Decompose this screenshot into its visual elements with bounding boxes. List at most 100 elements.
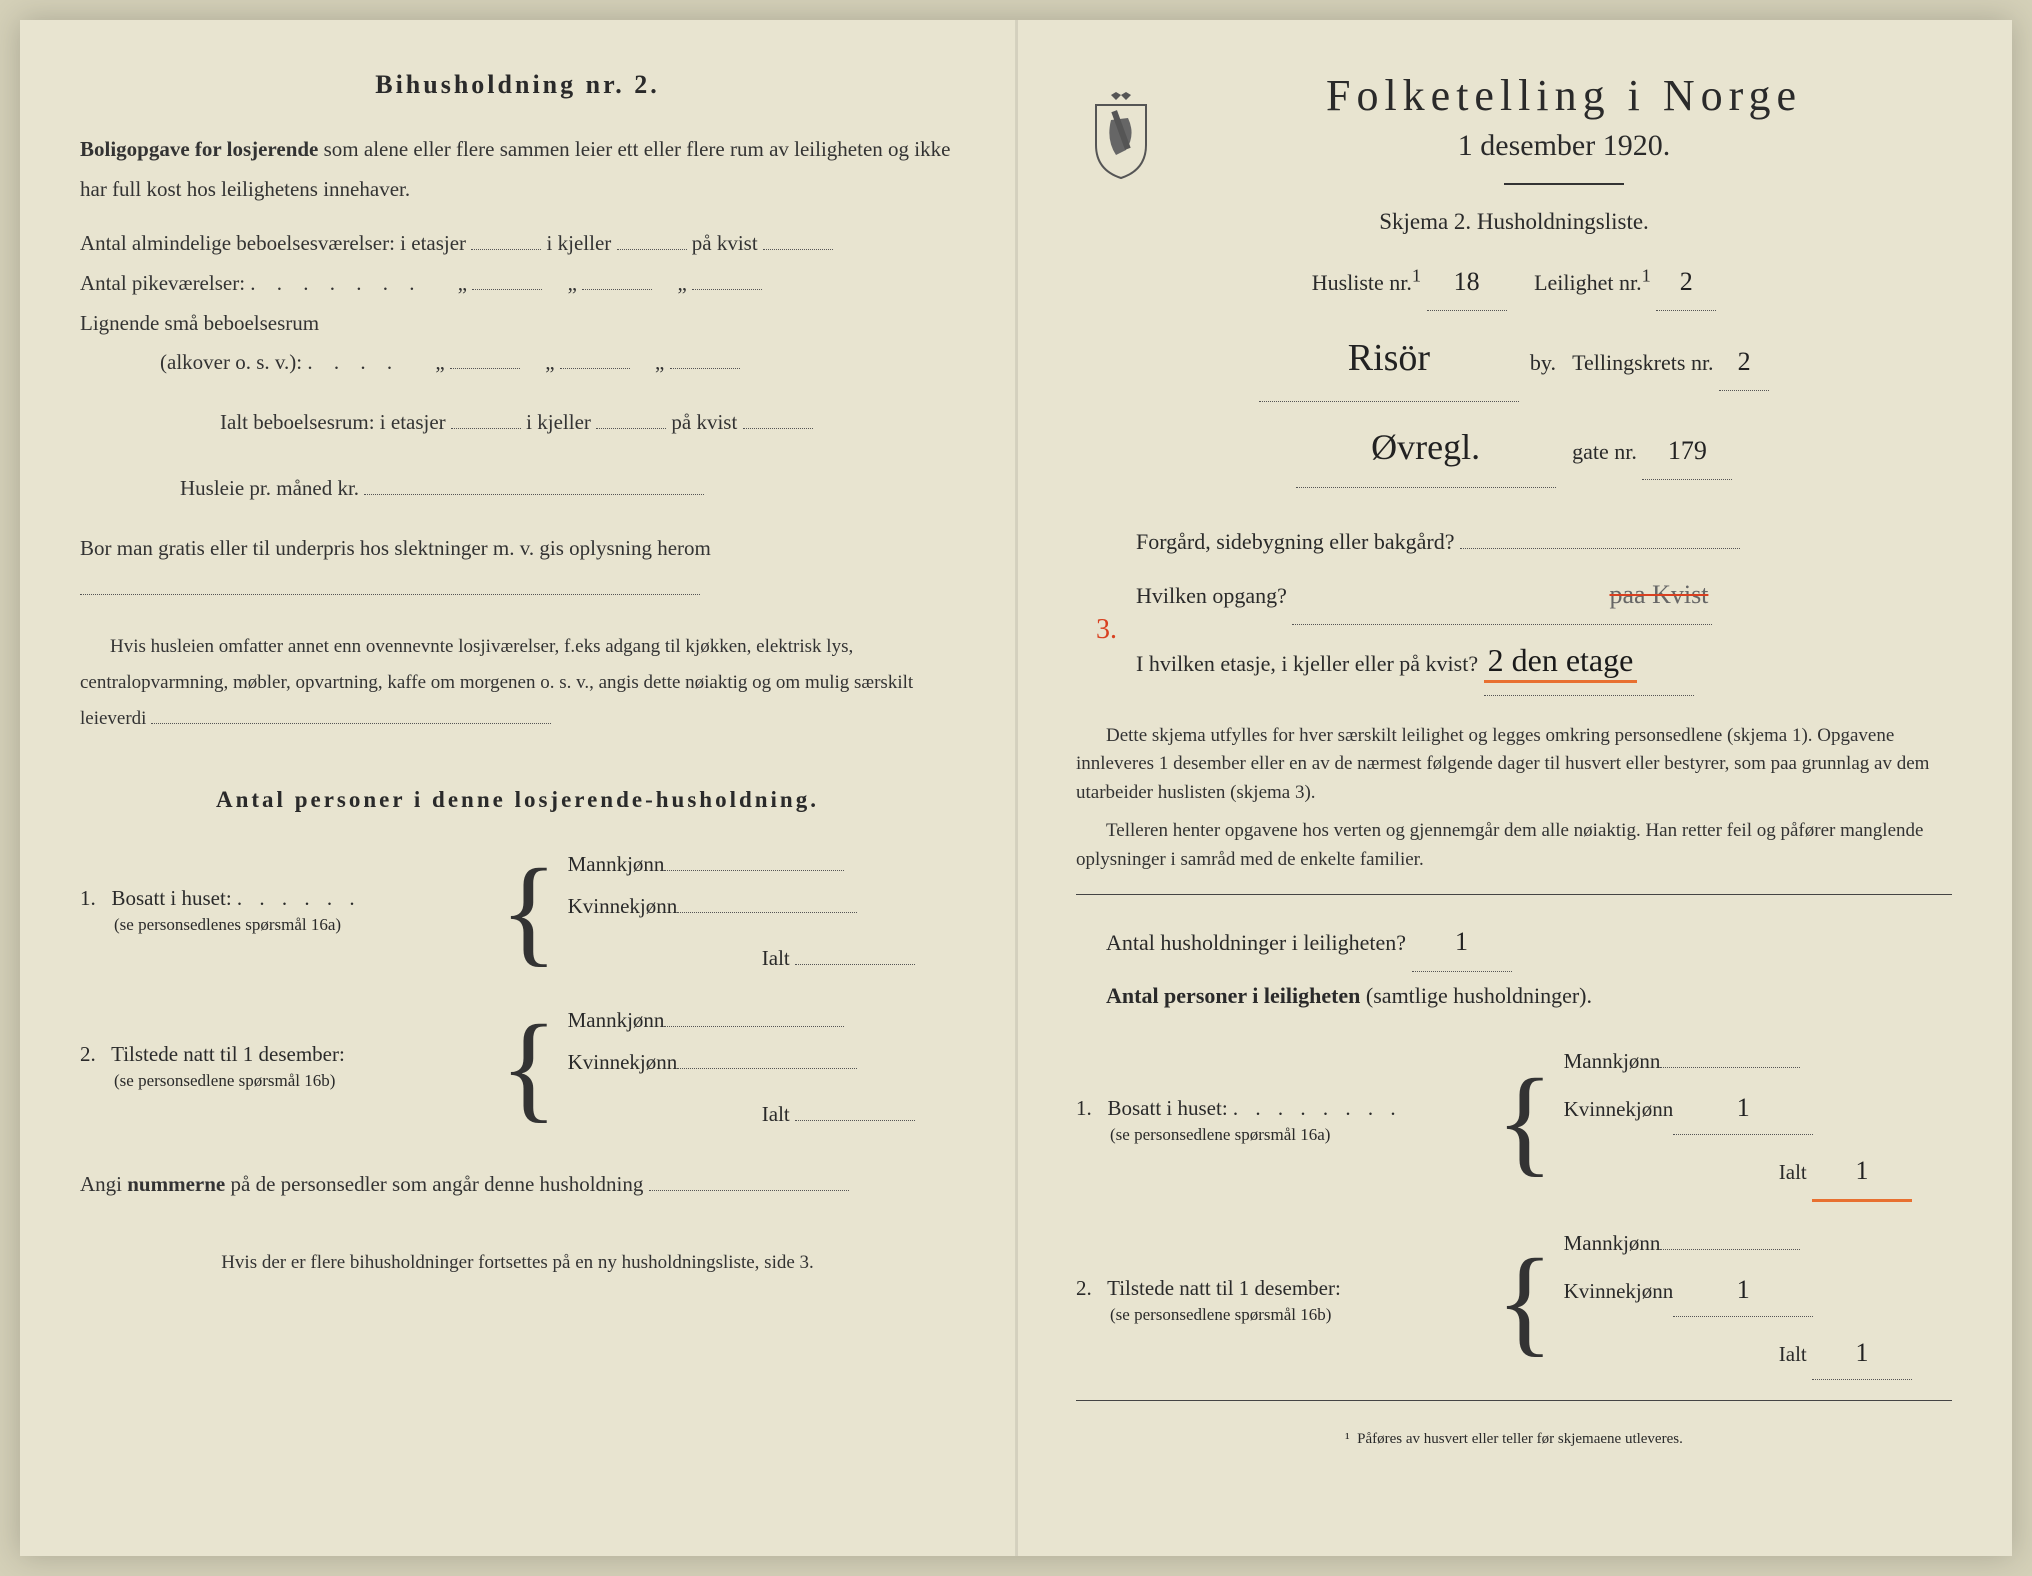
by-label: by. <box>1530 350 1556 375</box>
total-field-3 <box>743 428 813 429</box>
numbers-line: Angi nummerne på de personsedler som ang… <box>80 1165 955 1205</box>
r-item2-sub: (se personsedlene spørsmål 16b) <box>1110 1305 1331 1324</box>
count-1-label: 1. Bosatt i huset: . . . . . . (se perso… <box>80 886 500 936</box>
intro-bold: Boligopgave for losjerende <box>80 137 318 161</box>
antal-hush-value: 1 <box>1412 913 1512 971</box>
male-1: Mannkjønn <box>568 852 665 876</box>
ditto-6: „ <box>655 350 664 374</box>
q1-label: Forgård, sidebygning eller bakgård? <box>1136 529 1455 554</box>
census-document: Bihusholdning nr. 2. Boligopgave for los… <box>20 20 2012 1556</box>
husliste-line: Husliste nr.1 18 Leilighet nr.1 2 <box>1076 253 1952 311</box>
gate-line: Øvregl. gate nr. 179 <box>1076 408 1952 488</box>
r-male-1-field <box>1660 1067 1800 1068</box>
ditto-2: „ <box>568 271 577 295</box>
r-male-2-field <box>1660 1249 1800 1250</box>
count-title: Antal personer i denne losjerende-hushol… <box>80 787 955 813</box>
maid-field-2 <box>582 289 652 290</box>
dots: . . . . . . . <box>250 271 422 295</box>
rent-line: Husleie pr. måned kr. <box>180 469 955 509</box>
krets-label: Tellingskrets nr. <box>1572 350 1713 375</box>
r-count-2-label: 2. Tilstede natt til 1 desember: (se per… <box>1076 1276 1496 1326</box>
female-1-field <box>677 912 857 913</box>
husliste-value: 18 <box>1427 253 1507 311</box>
rooms-label-a: Antal almindelige beboelsesværelser: i e… <box>80 231 466 255</box>
rooms-label-c: på kvist <box>692 231 758 255</box>
gate-value: Øvregl. <box>1296 408 1556 488</box>
count-2-label: 2. Tilstede natt til 1 desember: (se per… <box>80 1042 500 1092</box>
total-2-field <box>795 1120 915 1121</box>
q2-value: paa Kvist <box>1605 580 1712 609</box>
male-2: Mannkjønn <box>568 1008 665 1032</box>
r-total-2-field: 1 <box>1812 1327 1912 1380</box>
r-count-1-fields: Mannkjønn Kvinnekjønn1 Ialt 1 <box>1554 1040 1952 1202</box>
by-line: Risör by. Tellingskrets nr. 2 <box>1076 317 1952 402</box>
similar-field-2 <box>560 368 630 369</box>
total-1-field <box>795 964 915 965</box>
female-2-field <box>677 1068 857 1069</box>
maid-line: Antal pikeværelser: . . . . . . . „ „ „ <box>80 264 955 304</box>
gate-num: 179 <box>1642 422 1732 480</box>
main-title: Folketelling i Norge <box>1176 70 1952 121</box>
free-line: Bor man gratis eller til underpris hos s… <box>80 529 955 609</box>
free-label: Bor man gratis eller til underpris hos s… <box>80 536 711 560</box>
husliste-label: Husliste nr. <box>1312 270 1412 295</box>
left-count-2: 2. Tilstede natt til 1 desember: (se per… <box>80 999 955 1135</box>
r-male-2: Mannkjønn <box>1564 1231 1661 1255</box>
r-total-1-field: 1 <box>1812 1145 1912 1202</box>
r-brace-1: { <box>1496 1085 1554 1157</box>
r-female-2-field: 1 <box>1673 1264 1813 1317</box>
ditto-1: „ <box>458 271 467 295</box>
rooms-field-3 <box>763 249 833 250</box>
similar-line-1: Lignende små beboelsesrum <box>80 304 955 344</box>
note-paragraph: Hvis husleien omfatter annet enn ovennev… <box>80 629 955 737</box>
coat-of-arms-icon <box>1086 90 1156 180</box>
ditto-4: „ <box>435 350 444 374</box>
rooms-field-1 <box>471 249 541 250</box>
total-label-a: Ialt beboelsesrum: i etasjer <box>220 410 446 434</box>
right-count-2: 2. Tilstede natt til 1 desember: (se per… <box>1076 1222 1952 1380</box>
item1-sub: (se personsedlenes spørsmål 16a) <box>114 915 341 934</box>
red-3-mark: 3. <box>1096 614 1117 646</box>
count-1-fields: Mannkjønn Kvinnekjønn Ialt <box>558 843 955 979</box>
antal-pers-label: Antal personer i leiligheten <box>1106 983 1360 1008</box>
antal-hush-label: Antal husholdninger i leiligheten? <box>1106 930 1406 955</box>
q3-line: I hvilken etasje, i kjeller eller på kvi… <box>1136 625 1952 696</box>
title-rule <box>1504 183 1624 185</box>
item2-sub: (se personsedlene spørsmål 16b) <box>114 1071 335 1090</box>
antal-hush-line: Antal husholdninger i leiligheten? 1 <box>1106 913 1952 971</box>
leilighet-value: 2 <box>1656 253 1716 311</box>
total-1: Ialt <box>762 946 790 970</box>
q3-label: I hvilken etasje, i kjeller eller på kvi… <box>1136 651 1478 676</box>
item1-label: Bosatt i huset: <box>112 886 232 910</box>
left-footer: Hvis der er flere bihusholdninger fortse… <box>80 1245 955 1281</box>
intro-paragraph: Boligopgave for losjerende som alene ell… <box>80 130 955 210</box>
rooms-field-2 <box>617 249 687 250</box>
r-brace-2: { <box>1496 1265 1554 1337</box>
male-1-field <box>664 870 844 871</box>
brace-2: { <box>500 1031 558 1103</box>
footnote-mark: ¹ <box>1345 1431 1350 1447</box>
r-total-1: Ialt <box>1779 1160 1807 1184</box>
q1-line: Forgård, sidebygning eller bakgård? <box>1136 518 1952 566</box>
q2-label: Hvilken opgang? <box>1136 583 1287 608</box>
item2-num: 2. <box>80 1042 96 1066</box>
rooms-line: Antal almindelige beboelsesværelser: i e… <box>80 224 955 264</box>
r-female-1: Kvinnekjønn <box>1564 1097 1674 1121</box>
note-field <box>151 723 551 724</box>
q2-field: paa Kvist <box>1292 566 1712 624</box>
q2-line: Hvilken opgang? paa Kvist <box>1136 566 1952 624</box>
rent-field <box>364 494 704 495</box>
male-2-field <box>664 1026 844 1027</box>
r-item2-label: Tilstede natt til 1 desember: <box>1107 1276 1341 1300</box>
r-count-2-fields: Mannkjønn Kvinnekjønn1 Ialt 1 <box>1554 1222 1952 1380</box>
footnote-divider <box>1076 1400 1952 1401</box>
brace-1: { <box>500 875 558 947</box>
rent-label: Husleie pr. måned kr. <box>180 476 359 500</box>
r-item1-dots: . . . . . . . . <box>1233 1096 1402 1120</box>
item1-num: 1. <box>80 886 96 910</box>
maid-field-3 <box>692 289 762 290</box>
schema-line: Skjema 2. Husholdningsliste. <box>1076 209 1952 235</box>
numbers-b: nummerne <box>127 1172 225 1196</box>
similar-field-1 <box>450 368 520 369</box>
subtitle: 1 desember 1920. <box>1176 129 1952 163</box>
